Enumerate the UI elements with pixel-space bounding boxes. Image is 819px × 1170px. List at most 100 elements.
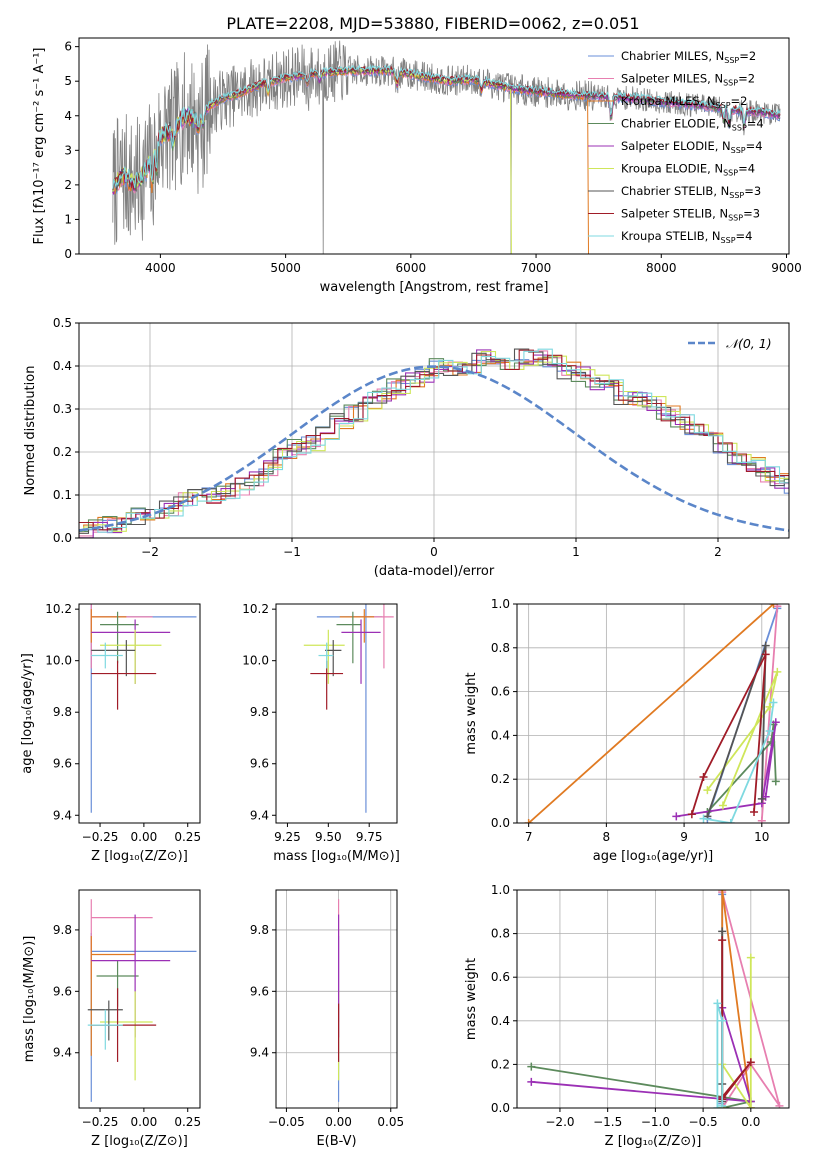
histogram-kroupa-stelib <box>79 348 789 533</box>
errorbar-chabrier-stelib <box>91 640 136 677</box>
spectrum-xtick-label: 6000 <box>396 261 427 275</box>
spectrum-ytick-label: 2 <box>64 178 72 192</box>
mass_vs_Z-axes: −0.25 0.00 0.25 9.4 9.6 9.8 Z [log₁₀(Z/Z⊙)] mas… <box>22 889 201 1149</box>
age_vs_mass-xtick-label: 9.25 <box>274 830 301 844</box>
mass_vs_EBV-xtick-label: −0.05 <box>268 1115 305 1129</box>
series-marker-salpeter-stelib <box>699 773 708 782</box>
series-marker-salpeter-stelib <box>750 808 759 817</box>
spectrum-xtick-label: 8000 <box>646 261 677 275</box>
weight_vs_age-ytick-label: 0.8 <box>491 641 510 655</box>
mass_vs_EBV-xlabel: E(B-V) <box>316 1134 356 1149</box>
series-marker-kroupa-stelib <box>726 819 735 823</box>
mass_vs_Z-xtick-label: 0.25 <box>174 1115 201 1129</box>
mass_vs_EBV-ytick-label: 9.4 <box>250 1046 269 1060</box>
series-line-kroupa-stelib <box>716 1003 724 1108</box>
mass-vs-EBV-panel: −0.05 0.00 0.05 9.4 9.6 9.8 E(B-V) <box>250 889 404 1149</box>
errorbar-salpeter-stelib <box>91 660 157 710</box>
series-marker-salpeter-elodie <box>527 1077 536 1086</box>
series-marker-chabrier-stelib <box>761 641 770 650</box>
series-marker-chabrier-stelib <box>757 794 766 803</box>
residuals-ytick-label: 0.1 <box>53 488 72 502</box>
residuals-xtick-label: 2 <box>714 545 722 559</box>
weight_vs_Z-ytick-label: 0.6 <box>491 970 510 984</box>
legend-label-salpeter-elodie: Salpeter ELODIE, NSSP=4 <box>621 139 763 155</box>
spectrum-ytick-label: 5 <box>64 74 72 88</box>
mass_vs_Z-ytick-label: 9.4 <box>53 1046 72 1060</box>
age_vs_mass-ytick-label: 10.2 <box>242 602 269 616</box>
residuals-xtick-label: −1 <box>283 545 301 559</box>
errorbar-salpeter-elodie <box>341 619 381 684</box>
mass_vs_Z-xtick-label: 0.00 <box>131 1115 158 1129</box>
weight_vs_age-xtick-label: 9 <box>680 830 688 844</box>
weight_vs_age-plot-area <box>524 604 782 823</box>
weight_vs_Z-ytick-label: 0.0 <box>491 1101 510 1115</box>
errorbar-chabrier-elodie <box>100 611 139 664</box>
weight_vs_age-ylabel: mass weight <box>464 672 479 754</box>
series-marker-chabrier-elodie <box>771 777 780 786</box>
age_vs_Z-xlabel: Z [log₁₀(Z/Z⊙)] <box>91 849 188 864</box>
histogram-kroupa-elodie <box>79 351 789 532</box>
weight_vs_age-xtick-label: 7 <box>525 830 533 844</box>
legend-label-kroupa-stelib: Kroupa STELIB, NSSP=4 <box>621 229 752 245</box>
weight_vs_Z-xtick-label: −1.0 <box>641 1115 670 1129</box>
series-line-kroupa-stelib <box>703 702 775 823</box>
errorbar-salpeter-miles <box>90 899 153 980</box>
model-line-salpeter-elodie <box>112 67 781 195</box>
errorbar-chabrier-miles <box>90 932 197 1102</box>
residuals-ytick-label: 0.5 <box>53 316 72 330</box>
residuals-xtick-label: −2 <box>141 545 159 559</box>
weight_vs_age-xtick-label: 8 <box>603 830 611 844</box>
series-marker-kroupa-elodie <box>703 786 712 795</box>
errorbar-kroupa-elodie <box>303 629 345 684</box>
mass_vs_Z-plot-area <box>87 899 197 1102</box>
mass_vs_Z-ytick-label: 9.8 <box>53 923 72 937</box>
series-marker-kroupa-stelib <box>765 727 774 736</box>
mass_vs_Z-ylabel: mass [log₁₀(M/M⊙)] <box>22 936 37 1063</box>
residuals-ytick-label: 0.2 <box>53 445 72 459</box>
weight-vs-Z-panel: −2.0 −1.5 −1.0 −0.5 0.0 0.0 0.2 0.4 0.6 0.8 1.0 Z [… <box>464 883 790 1149</box>
spectrum-ytick-label: 3 <box>64 143 72 157</box>
age_vs_mass-frame <box>275 603 398 824</box>
legend-label-chabrier-miles: Chabrier MILES, NSSP=2 <box>621 49 756 65</box>
age_vs_mass-plot-area <box>303 604 394 813</box>
weight_vs_age-ytick-label: 1.0 <box>491 597 510 611</box>
residuals-xtick-label: 1 <box>572 545 580 559</box>
mass_vs_Z-ytick-label: 9.6 <box>53 984 72 998</box>
series-marker-kroupa-stelib <box>713 1104 722 1108</box>
series-marker-chabrier-stelib <box>718 927 727 936</box>
age_vs_Z-ytick-label: 10.2 <box>45 602 72 616</box>
series-marker-chabrier-elodie <box>527 1062 536 1071</box>
age_vs_Z-ylabel: age [log₁₀(age/yr)] <box>20 653 35 774</box>
weight_vs_Z-ytick-label: 1.0 <box>491 883 510 897</box>
residuals-ylabel: Normed distribution <box>23 366 38 496</box>
age_vs_mass-xtick-label: 9.50 <box>315 830 342 844</box>
weight_vs_age-ytick-label: 0.6 <box>491 685 510 699</box>
errorbar-kroupa-stelib <box>87 1009 123 1050</box>
age_vs_mass-ytick-label: 9.4 <box>250 808 269 822</box>
spectrum-xtick-label: 4000 <box>145 261 176 275</box>
weight_vs_Z-frame <box>516 889 790 1109</box>
weight_vs_Z-xlabel: Z [log₁₀(Z/Z⊙)] <box>605 1134 702 1149</box>
legend-label-salpeter-miles: Salpeter MILES, NSSP=2 <box>621 72 755 88</box>
age_vs_Z-xtick-label: 0.25 <box>174 830 201 844</box>
weight_vs_Z-axes: −2.0 −1.5 −1.0 −0.5 0.0 0.0 0.2 0.4 0.6 0.8 1.0 Z [… <box>464 883 790 1149</box>
spectrum-plot-area <box>112 40 781 254</box>
spectrum-ytick-label: 4 <box>64 109 72 123</box>
spectrum-legend: Chabrier MILES, NSSP=2 Salpeter MILES, NS… <box>588 49 764 245</box>
errorbar-kroupa-miles <box>90 936 136 1056</box>
weight_vs_age-ytick-label: 0.4 <box>491 728 510 742</box>
weight_vs_Z-ylabel: mass weight <box>464 958 479 1040</box>
mass_vs_EBV-frame <box>275 889 398 1109</box>
series-marker-kroupa-stelib <box>718 1016 727 1025</box>
residuals-ytick-label: 0.0 <box>53 531 72 545</box>
errorbar-salpeter-miles <box>351 604 394 669</box>
age_vs_Z-ytick-label: 9.4 <box>53 808 72 822</box>
age_vs_mass-ytick-label: 10.0 <box>242 654 269 668</box>
legend-label-salpeter-stelib: Salpeter STELIB, NSSP=3 <box>621 207 760 223</box>
series-line-salpeter-elodie <box>676 722 777 818</box>
series-line-kroupa-elodie <box>706 671 779 806</box>
model-line-chabrier-miles <box>112 70 781 196</box>
series-line-chabrier-elodie <box>706 724 777 813</box>
series-marker-kroupa-miles <box>524 819 533 823</box>
weight_vs_age-xlabel: age [log₁₀(age/yr)] <box>593 849 714 864</box>
